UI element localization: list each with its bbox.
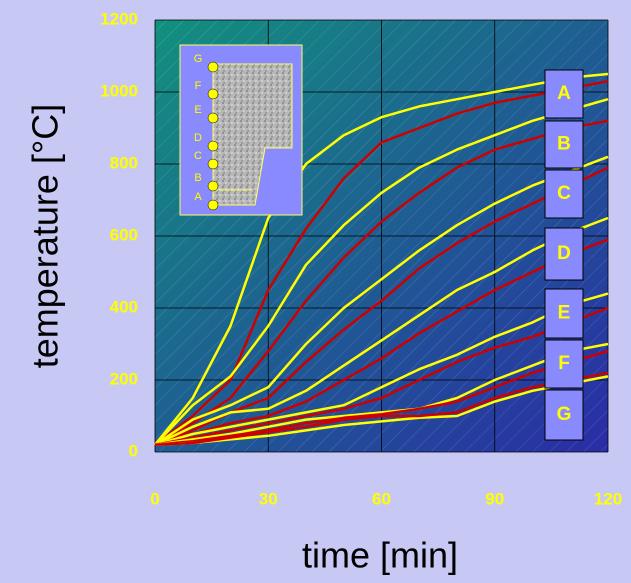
x-tick-label: 0 bbox=[150, 489, 159, 508]
curve-label: B bbox=[557, 134, 571, 155]
series-line bbox=[154, 371, 609, 447]
series-line bbox=[154, 349, 609, 447]
curve-label: G bbox=[557, 404, 572, 425]
sensor-dot bbox=[207, 112, 219, 124]
x-tick-label: 120 bbox=[594, 489, 622, 508]
x-tick-label: 90 bbox=[485, 489, 504, 508]
y-tick-label: 1000 bbox=[100, 81, 138, 100]
curve-label: A bbox=[557, 83, 571, 104]
sensor-dot bbox=[207, 88, 219, 100]
sensor-dot bbox=[207, 180, 219, 192]
inset-label: B bbox=[194, 172, 201, 184]
y-axis-title: temperature [°C] bbox=[25, 104, 66, 369]
sensor-dot bbox=[207, 199, 219, 211]
inset-label: E bbox=[194, 104, 201, 116]
inset-label: F bbox=[195, 80, 202, 92]
curve-label-box bbox=[544, 169, 584, 219]
series-line bbox=[154, 238, 609, 447]
y-tick-label: 600 bbox=[110, 225, 138, 244]
inset-label: C bbox=[194, 150, 202, 162]
curve-label-box bbox=[544, 339, 584, 389]
curve-label-box bbox=[544, 69, 584, 119]
x-tick-label: 60 bbox=[372, 489, 391, 508]
curve-label: D bbox=[557, 243, 571, 264]
curve-label-box bbox=[544, 227, 584, 281]
inset-label: G bbox=[194, 53, 203, 65]
series-line bbox=[154, 375, 609, 447]
curve-label: C bbox=[557, 183, 571, 204]
series-line bbox=[154, 119, 609, 446]
series-line bbox=[154, 216, 609, 446]
series-line bbox=[154, 97, 609, 446]
sensor-dot bbox=[207, 140, 219, 152]
curve-label: F bbox=[558, 353, 570, 374]
curve-label-box bbox=[544, 288, 584, 339]
sensor-dot bbox=[207, 61, 219, 73]
y-tick-label: 1200 bbox=[100, 9, 138, 28]
x-tick-label: 30 bbox=[259, 489, 278, 508]
y-tick-label: 0 bbox=[129, 441, 138, 460]
inset-label: D bbox=[194, 132, 202, 144]
y-tick-label: 200 bbox=[110, 369, 138, 388]
series-line bbox=[154, 155, 609, 446]
series-line bbox=[154, 306, 609, 447]
y-tick-label: 800 bbox=[110, 153, 138, 172]
series-line bbox=[154, 292, 609, 447]
sensor-dot bbox=[207, 158, 219, 170]
series-line bbox=[154, 79, 609, 446]
curve-label: E bbox=[558, 303, 571, 324]
series-line bbox=[154, 72, 609, 446]
x-axis-title: time [min] bbox=[302, 535, 458, 576]
series-line bbox=[154, 342, 609, 447]
inset-label: A bbox=[194, 191, 202, 203]
curve-label-box bbox=[544, 389, 584, 441]
y-tick-label: 400 bbox=[110, 297, 138, 316]
curve-label-box bbox=[544, 120, 584, 169]
